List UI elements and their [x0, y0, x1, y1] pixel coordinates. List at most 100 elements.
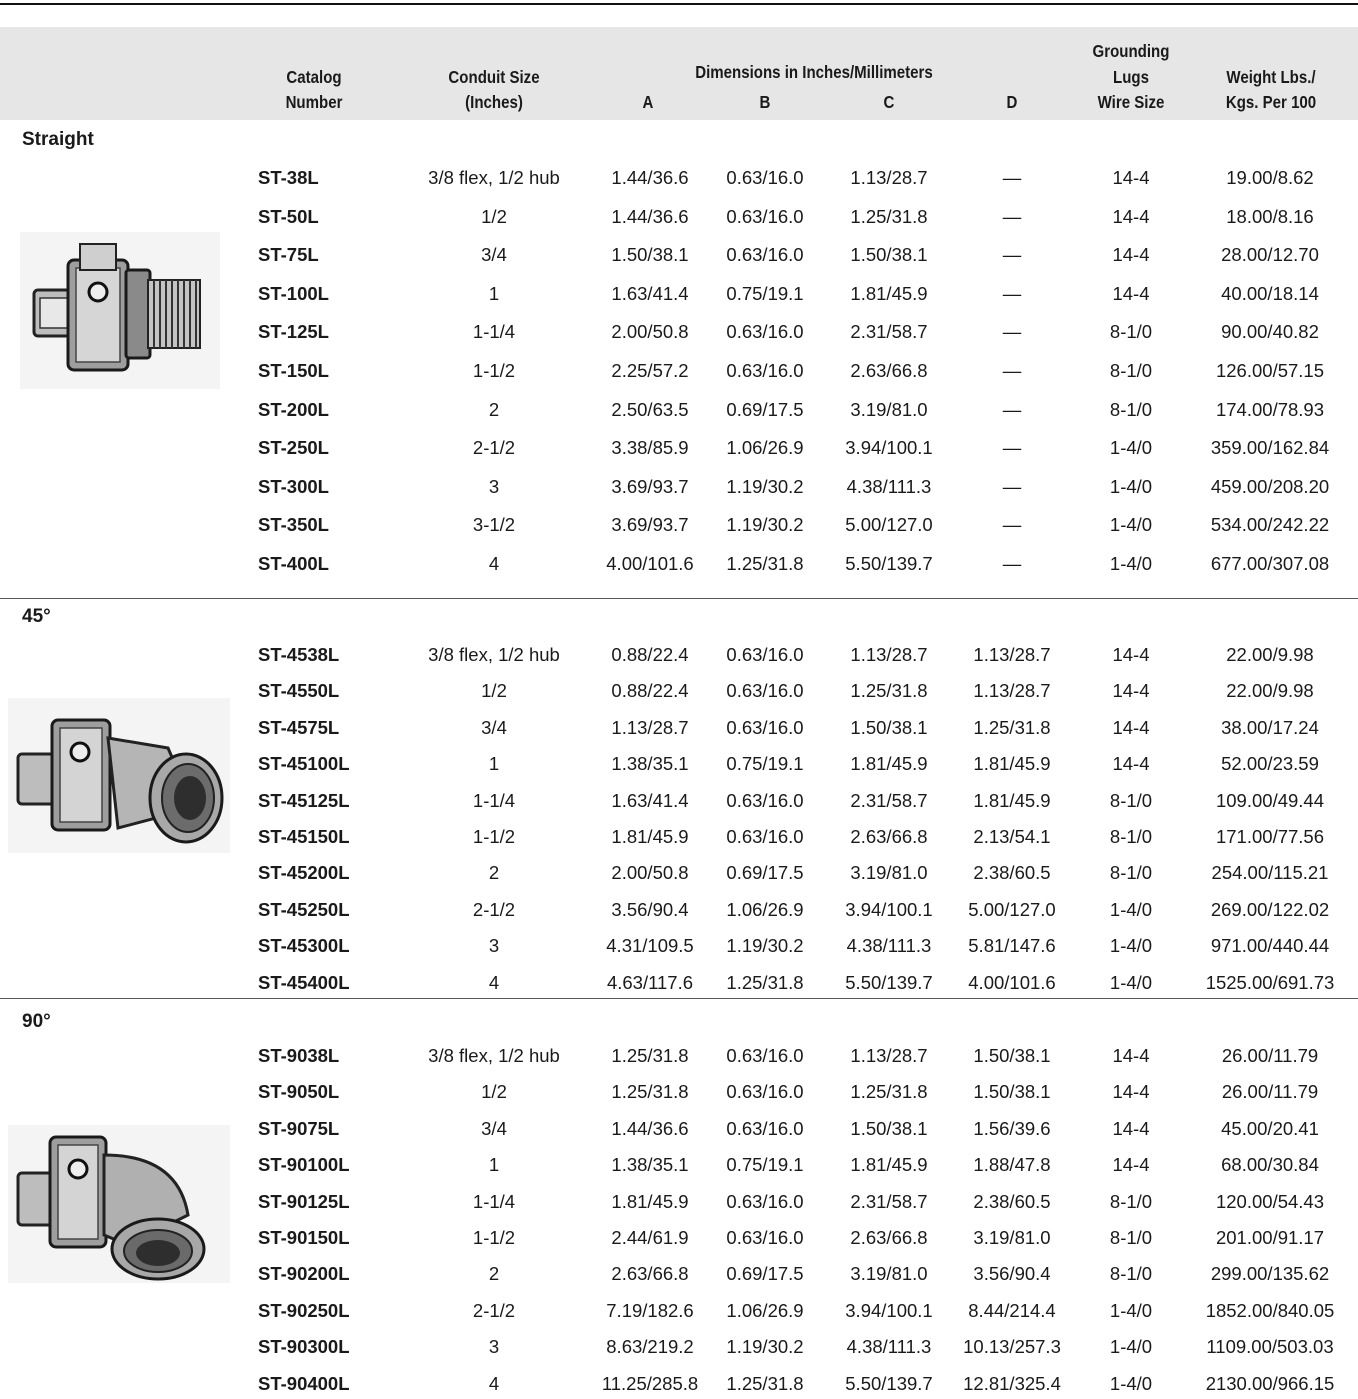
catalog-number-cell: ST-200L: [258, 399, 329, 420]
lug-wire-size-cell: 1-4/0: [1109, 1373, 1153, 1394]
catalog-number-cell: ST-300L: [258, 476, 329, 497]
catalog-number-cell: ST-45125L: [258, 790, 350, 811]
weight-cell: 120.00/54.43: [1215, 1191, 1325, 1212]
dimension-a-cell: 1.44/36.6: [611, 1118, 689, 1139]
table-row: ST-45400L 4 4.63/117.6 1.25/31.8 5.50/139.7 4…: [0, 968, 1358, 998]
dimension-d-cell: —: [1002, 437, 1022, 458]
45-degree-connector-image: [8, 698, 230, 853]
conduit-size-cell: 1: [488, 753, 500, 774]
dimension-c-cell: 3.19/81.0: [850, 862, 928, 883]
table-row: ST-90125L 1-1/4 1.81/45.9 0.63/16.0 2.31/58.…: [0, 1187, 1358, 1217]
catalog-number-cell: ST-150L: [258, 360, 329, 381]
dimension-c-cell: 2.31/58.7: [850, 321, 928, 342]
conduit-size-cell: 3/8 flex, 1/2 hub: [428, 644, 560, 665]
dimension-c-cell: 5.00/127.0: [845, 514, 933, 535]
dimension-b-cell: 1.06/26.9: [726, 437, 804, 458]
weight-cell: 171.00/77.56: [1215, 826, 1325, 847]
dimension-c-cell: 1.81/45.9: [850, 283, 928, 304]
dimension-d-cell: 5.00/127.0: [968, 899, 1056, 920]
weight-cell: 18.00/8.16: [1226, 206, 1314, 227]
lug-wire-size-cell: 14-4: [1112, 244, 1150, 265]
catalog-number-cell: ST-90400L: [258, 1373, 350, 1394]
dimension-d-cell: 12.81/325.4: [963, 1373, 1061, 1394]
conduit-size-cell: 3: [488, 935, 500, 956]
dimension-c-cell: 1.13/28.7: [850, 644, 928, 665]
lug-wire-size-cell: 14-4: [1112, 1118, 1150, 1139]
dimension-b-cell: 1.25/31.8: [726, 972, 804, 993]
weight-cell: 45.00/20.41: [1221, 1118, 1319, 1139]
header-catalog-line1: Catalog: [286, 67, 342, 87]
dimension-b-cell: 0.63/16.0: [726, 1191, 804, 1212]
header-weight-line2: Kgs. Per 100: [1225, 92, 1317, 112]
dimension-a-cell: 1.25/31.8: [611, 1045, 689, 1066]
dimension-c-cell: 1.50/38.1: [850, 717, 928, 738]
table-header: Catalog Number Conduit Size (Inches) Dim…: [0, 27, 1358, 120]
lug-wire-size-cell: 14-4: [1112, 1045, 1150, 1066]
table-row: ST-250L 2-1/2 3.38/85.9 1.06/26.9 3.94/100.1…: [0, 433, 1358, 463]
conduit-size-cell: 1-1/2: [472, 1227, 516, 1248]
catalog-number-cell: ST-75L: [258, 244, 319, 265]
dimension-d-cell: —: [1002, 321, 1022, 342]
dimension-a-cell: 1.38/35.1: [611, 753, 689, 774]
lug-wire-size-cell: 1-4/0: [1109, 1300, 1153, 1321]
dimension-c-cell: 4.38/111.3: [846, 476, 932, 497]
catalog-number-cell: ST-350L: [258, 514, 329, 535]
table-row: ST-300L 3 3.69/93.7 1.19/30.2 4.38/111.3 — 1-4…: [0, 472, 1358, 502]
dimension-d-cell: —: [1002, 553, 1022, 574]
lug-wire-size-cell: 8-1/0: [1109, 790, 1153, 811]
catalog-number-cell: ST-125L: [258, 321, 329, 342]
header-col-a: A: [642, 92, 654, 112]
conduit-size-cell: 3: [488, 1336, 500, 1357]
dimension-c-cell: 2.31/58.7: [850, 1191, 928, 1212]
dimension-a-cell: 1.38/35.1: [611, 1154, 689, 1175]
weight-cell: 126.00/57.15: [1215, 360, 1325, 381]
conduit-size-cell: 3/4: [481, 244, 507, 265]
weight-cell: 22.00/9.98: [1226, 680, 1314, 701]
dimension-d-cell: 1.81/45.9: [973, 790, 1051, 811]
lug-wire-size-cell: 14-4: [1112, 717, 1150, 738]
dimension-c-cell: 3.94/100.1: [845, 899, 933, 920]
lug-wire-size-cell: 14-4: [1112, 644, 1150, 665]
weight-cell: 677.00/307.08: [1210, 553, 1330, 574]
catalog-number-cell: ST-4550L: [258, 680, 340, 701]
conduit-size-cell: 1-1/2: [472, 360, 516, 381]
dimension-b-cell: 0.63/16.0: [726, 680, 804, 701]
weight-cell: 1109.00/503.03: [1206, 1336, 1334, 1357]
dimension-b-cell: 0.63/16.0: [726, 826, 804, 847]
catalog-number-cell: ST-50L: [258, 206, 319, 227]
dimension-a-cell: 4.00/101.6: [606, 553, 694, 574]
lug-wire-size-cell: 8-1/0: [1109, 360, 1153, 381]
catalog-number-cell: ST-400L: [258, 553, 329, 574]
header-weight-line1: Weight Lbs./: [1226, 67, 1316, 87]
dimension-a-cell: 2.50/63.5: [611, 399, 689, 420]
dimension-b-cell: 0.63/16.0: [726, 206, 804, 227]
catalog-number-cell: ST-90250L: [258, 1300, 350, 1321]
header-col-b: B: [759, 92, 771, 112]
dimension-a-cell: 1.44/36.6: [611, 167, 689, 188]
lug-wire-size-cell: 14-4: [1112, 283, 1150, 304]
conduit-size-cell: 2: [488, 1263, 500, 1284]
weight-cell: 359.00/162.84: [1210, 437, 1330, 458]
dimension-b-cell: 0.75/19.1: [726, 753, 804, 774]
conduit-size-cell: 2-1/2: [472, 437, 516, 458]
straight-connector-image: [20, 232, 220, 389]
conduit-size-cell: 3/8 flex, 1/2 hub: [428, 1045, 560, 1066]
table-row: ST-4538L 3/8 flex, 1/2 hub 0.88/22.4 0.63/1…: [0, 640, 1358, 670]
catalog-number-cell: ST-45250L: [258, 899, 350, 920]
lug-wire-size-cell: 1-4/0: [1109, 1336, 1153, 1357]
conduit-size-cell: 3/8 flex, 1/2 hub: [428, 167, 560, 188]
dimension-a-cell: 1.81/45.9: [611, 826, 689, 847]
table-row: ST-9050L 1/2 1.25/31.8 0.63/16.0 1.25/31.8 1.…: [0, 1077, 1358, 1107]
dimension-d-cell: 1.50/38.1: [973, 1081, 1051, 1102]
catalog-number-cell: ST-45100L: [258, 753, 350, 774]
lug-wire-size-cell: 1-4/0: [1109, 935, 1153, 956]
lug-wire-size-cell: 14-4: [1112, 680, 1150, 701]
table-row: ST-45300L 3 4.31/109.5 1.19/30.2 4.38/111.3 5…: [0, 931, 1358, 961]
weight-cell: 254.00/115.21: [1211, 862, 1329, 883]
dimension-a-cell: 2.44/61.9: [611, 1227, 689, 1248]
conduit-size-cell: 1-1/4: [472, 1191, 516, 1212]
dimension-d-cell: —: [1002, 514, 1022, 535]
dimension-a-cell: 4.31/109.5: [606, 935, 694, 956]
dimension-d-cell: 1.13/28.7: [973, 644, 1051, 665]
dimension-b-cell: 0.63/16.0: [726, 244, 804, 265]
